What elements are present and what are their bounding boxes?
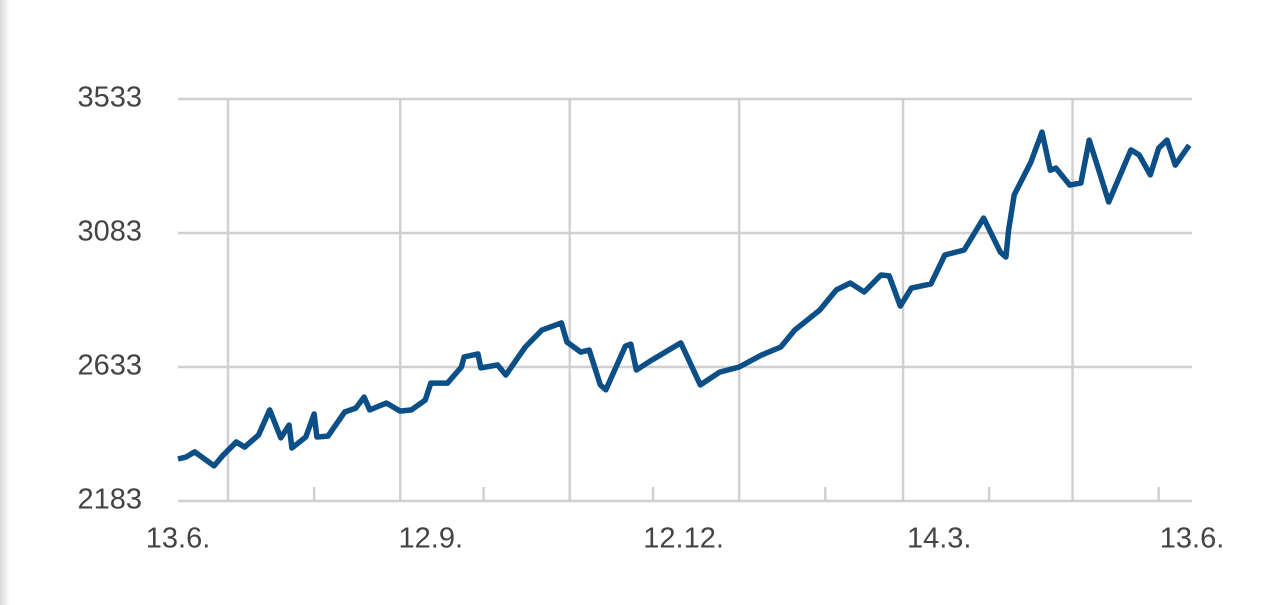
panel-edge <box>0 0 10 605</box>
y-tick-label: 3083 <box>77 216 142 248</box>
x-tick-label: 12.9. <box>399 523 464 555</box>
x-tick-label: 13.6. <box>1160 523 1225 555</box>
y-tick-label: 3533 <box>77 82 142 114</box>
x-tick-label: 12.12. <box>643 523 724 555</box>
line <box>177 129 1192 469</box>
y-tick-label: 2183 <box>77 484 142 516</box>
y-tick-label: 2633 <box>77 350 142 382</box>
x-tick-label: 13.6. <box>146 523 211 555</box>
x-tick-label: 14.3. <box>907 523 972 555</box>
